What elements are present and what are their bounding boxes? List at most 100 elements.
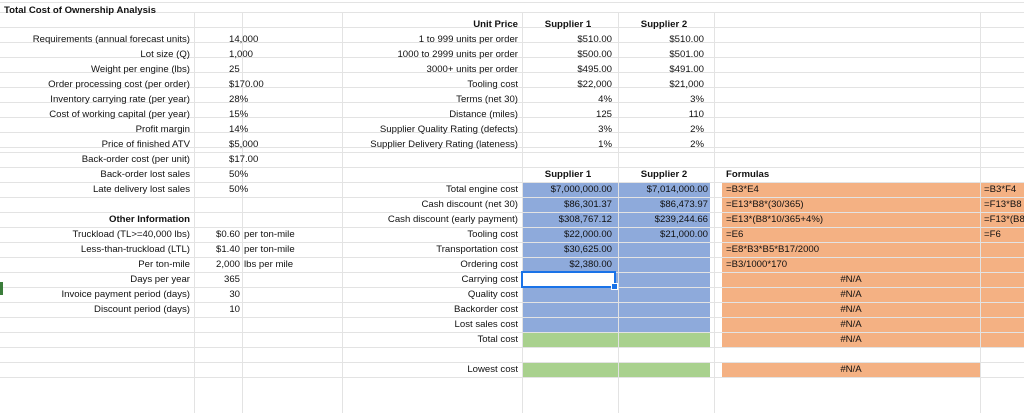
input-value[interactable]: 50% [229,169,249,180]
supplier1-cost[interactable] [522,332,612,347]
supplier2-cost[interactable] [618,317,708,332]
cost-row-label[interactable]: Carrying cost [461,274,518,285]
input-value[interactable]: $17.00 [229,154,259,165]
supplier1-cost[interactable] [522,317,612,332]
cost-row-label[interactable]: Backorder cost [454,304,518,315]
formula-right[interactable]: =B3*F4 [984,184,1017,195]
supplier2-cost[interactable]: $86,473.97 [659,199,708,210]
input-value[interactable]: 1,000 [229,49,254,60]
supplier1-value[interactable]: 1% [598,139,612,150]
other-label[interactable]: Truckload (TL>=40,000 lbs) [72,229,191,240]
formula-text[interactable]: =E13*(B8*10/365+4%) [726,214,824,225]
supplier2-cost[interactable]: $7,014,000.00 [646,184,708,195]
fill-handle[interactable] [611,283,618,290]
input-label[interactable]: Late delivery lost sales [92,184,190,195]
supplier1-value[interactable]: 4% [598,94,612,105]
price-row-label[interactable]: 1 to 999 units per order [418,34,518,45]
lowest-cost-formula[interactable]: #N/A [840,364,862,375]
input-label[interactable]: Weight per engine (lbs) [90,64,190,75]
supplier2-cost-header[interactable]: Supplier 2 [640,169,688,180]
input-label[interactable]: Lot size (Q) [140,49,190,60]
other-value[interactable]: $1.40 [215,244,240,255]
na-value[interactable]: #N/A [840,334,862,345]
formula-right[interactable]: =F13*(B8 [984,214,1024,225]
supplier2-cost[interactable] [618,257,708,272]
price-row-label[interactable]: Distance (miles) [449,109,518,120]
other-value[interactable]: 30 [229,289,240,300]
supplier1-cost[interactable]: $30,625.00 [563,244,612,255]
na-value[interactable] [722,242,980,257]
other-value[interactable]: 365 [223,274,240,285]
na-value[interactable] [722,182,980,197]
na-value[interactable]: #N/A [840,304,862,315]
input-label[interactable]: Order processing cost (per order) [48,79,190,90]
supplier2-cost[interactable]: $21,000.00 [659,229,708,240]
input-label[interactable]: Price of finished ATV [101,139,190,150]
price-row-label[interactable]: 3000+ units per order [426,64,518,75]
supplier1-value[interactable]: $22,000 [577,79,612,90]
input-value[interactable]: 15% [229,109,249,120]
formula-right[interactable]: =F6 [984,229,1001,240]
other-label[interactable]: Discount period (days) [94,304,190,315]
cost-row-label[interactable]: Tooling cost [467,229,518,240]
other-value[interactable]: $0.60 [215,229,240,240]
input-value[interactable]: 25 [229,64,240,75]
supplier1-value[interactable]: $495.00 [577,64,612,75]
other-unit[interactable]: per ton-mile [244,229,295,240]
input-label[interactable]: Profit margin [135,124,190,135]
supplier2-cost[interactable] [618,302,708,317]
cost-row-label[interactable]: Cash discount (early payment) [387,214,518,225]
supplier2-value[interactable]: $501.00 [669,49,704,60]
supplier2-cost[interactable] [618,332,708,347]
other-label[interactable]: Less-than-truckload (LTL) [80,244,190,255]
supplier1-cost[interactable]: $2,380.00 [569,259,612,270]
na-value[interactable] [722,197,980,212]
formula-text[interactable]: =E8*B3*B5*B17/2000 [726,244,820,255]
na-value[interactable]: #N/A [840,319,862,330]
other-value[interactable]: 2,000 [215,259,240,270]
input-label[interactable]: Cost of working capital (per year) [49,109,190,120]
formula-right[interactable] [984,302,1024,317]
supplier1-cost[interactable] [522,272,612,287]
supplier1-header[interactable]: Supplier 1 [544,19,592,30]
supplier2-value[interactable]: 110 [688,109,704,120]
price-row-label[interactable]: Terms (net 30) [456,94,518,105]
formula-right[interactable]: =F13*B8 [984,199,1022,210]
other-unit[interactable] [244,287,340,302]
price-row-label[interactable]: Supplier Quality Rating (defects) [379,124,518,135]
input-label[interactable]: Back-order lost sales [100,169,190,180]
supplier2-value[interactable]: $21,000 [669,79,704,90]
input-value[interactable]: $5,000 [229,139,259,150]
formula-right[interactable] [984,332,1024,347]
na-value[interactable] [722,212,980,227]
other-unit[interactable]: per ton-mile [244,244,295,255]
supplier2-cost[interactable] [618,287,708,302]
input-label[interactable]: Requirements (annual forecast units) [32,34,190,45]
supplier1-cost[interactable] [522,287,612,302]
supplier2-value[interactable]: 3% [690,94,704,105]
input-value[interactable]: 50% [229,184,249,195]
cost-row-label[interactable]: Quality cost [467,289,518,300]
input-label[interactable]: Inventory carrying rate (per year) [50,94,190,105]
input-value[interactable]: 14% [229,124,249,135]
lowest-cost-label[interactable]: Lowest cost [467,364,518,375]
cost-row-label[interactable]: Ordering cost [460,259,518,270]
input-value[interactable]: 28% [229,94,249,105]
unit-price-header[interactable]: Unit Price [473,19,518,30]
na-value[interactable]: #N/A [840,289,862,300]
supplier1-cost[interactable]: $7,000,000.00 [550,184,612,195]
na-value[interactable] [722,227,980,242]
supplier1-cost[interactable] [522,302,612,317]
sheet-title[interactable]: Total Cost of Ownership Analysis [4,5,156,16]
supplier2-cost[interactable]: $239,244.66 [654,214,708,225]
supplier2-value[interactable]: $491.00 [669,64,704,75]
other-label[interactable]: Per ton-mile [138,259,190,270]
other-value[interactable]: 10 [229,304,240,315]
supplier2-value[interactable]: 2% [690,124,704,135]
formula-right[interactable] [984,257,1024,272]
supplier1-value[interactable]: 3% [598,124,612,135]
input-value[interactable]: $170.00 [229,79,264,90]
formula-right[interactable] [984,242,1024,257]
formula-text[interactable]: =E6 [726,229,744,240]
formula-text[interactable]: =E13*B8*(30/365) [726,199,804,210]
